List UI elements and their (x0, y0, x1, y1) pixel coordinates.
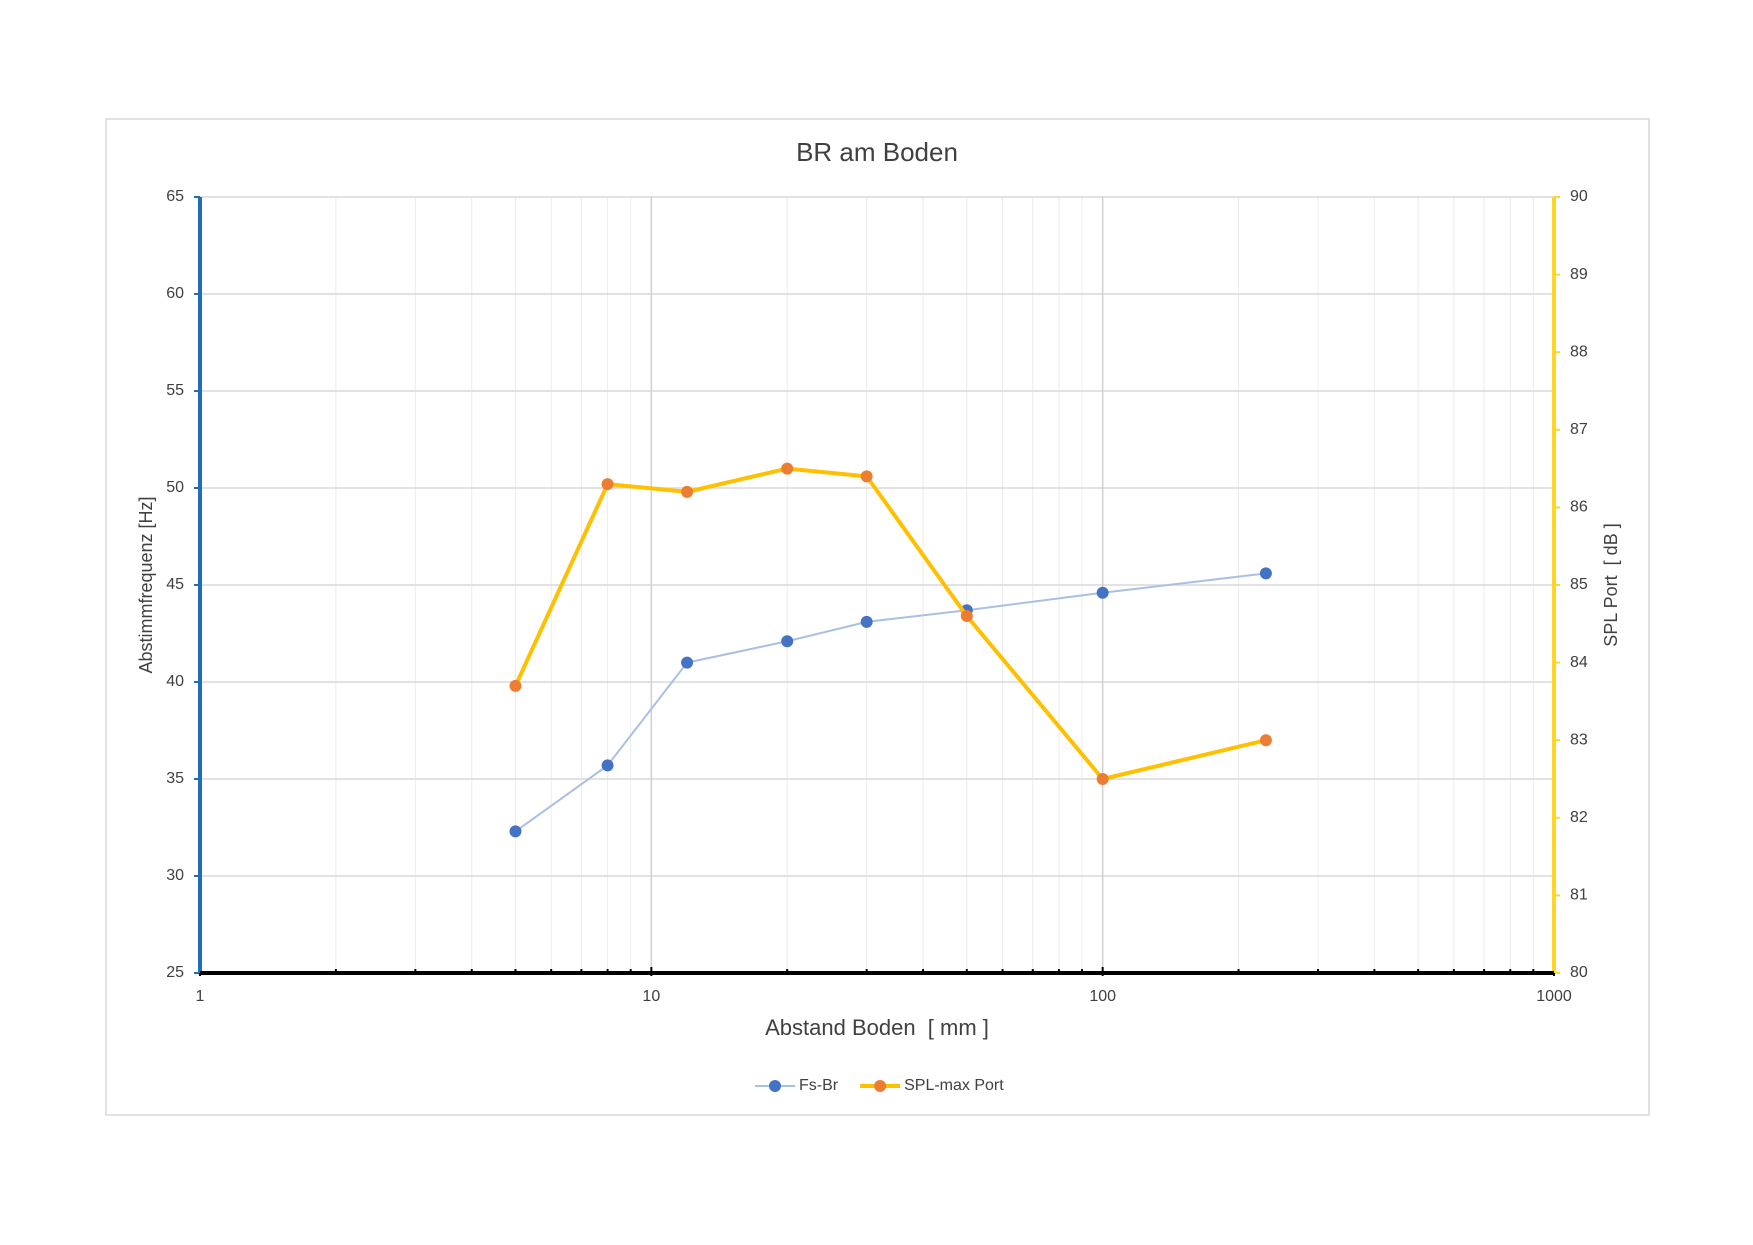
data-point (601, 759, 614, 772)
y-tick-label: 25 (166, 964, 184, 981)
y2-axis-label: SPL Port [ dB ] (1601, 523, 1621, 646)
y2-tick-label: 85 (1570, 576, 1588, 593)
data-point (1259, 567, 1272, 580)
x-tick-label: 1 (196, 988, 205, 1005)
y-tick-label: 60 (166, 285, 184, 302)
y2-tick-label: 86 (1570, 499, 1588, 516)
y2-tick-label: 82 (1570, 809, 1588, 826)
y-tick-label: 35 (166, 770, 184, 787)
data-point (681, 656, 694, 669)
data-point (1096, 586, 1109, 599)
data-point (781, 462, 794, 475)
y-tick-label: 65 (166, 188, 184, 205)
y2-tick-label: 84 (1570, 654, 1588, 671)
y2-tick-label: 90 (1570, 188, 1588, 205)
legend-marker (874, 1080, 887, 1092)
data-point (509, 825, 522, 838)
y-axis-label: Abstimmfrequenz [Hz] (136, 496, 156, 673)
legend-marker (769, 1080, 781, 1092)
y2-tick-label: 88 (1570, 343, 1588, 360)
data-point (681, 485, 694, 498)
series-line (514, 572, 1267, 833)
data-point (960, 610, 973, 623)
y2-tick-label: 83 (1570, 731, 1588, 748)
data-point (1259, 734, 1272, 747)
series-line (513, 466, 1267, 781)
x-tick-label: 1000 (1536, 988, 1572, 1005)
y-tick-label: 50 (166, 479, 184, 496)
data-point (860, 615, 873, 628)
data-point (509, 679, 522, 692)
y-tick-label: 40 (166, 673, 184, 690)
legend-label: Fs-Br (799, 1077, 839, 1094)
y-tick-label: 45 (166, 576, 184, 593)
y-tick-label: 55 (166, 382, 184, 399)
y-tick-label: 30 (166, 867, 184, 884)
x-tick-label: 100 (1089, 988, 1116, 1005)
data-point (1096, 773, 1109, 785)
data-point (601, 478, 614, 491)
x-tick-label: 10 (642, 988, 660, 1005)
x-axis-label: Abstand Boden [ mm ] (765, 1015, 989, 1040)
data-point (860, 470, 873, 483)
y2-tick-label: 80 (1570, 964, 1588, 981)
chart-title: BR am Boden (796, 137, 958, 167)
y2-tick-label: 89 (1570, 266, 1588, 283)
y2-tick-label: 81 (1570, 887, 1588, 904)
data-point (781, 635, 794, 648)
legend-label: SPL-max Port (904, 1077, 1004, 1094)
chart-frame (105, 118, 1650, 1116)
y2-tick-label: 87 (1570, 421, 1588, 438)
